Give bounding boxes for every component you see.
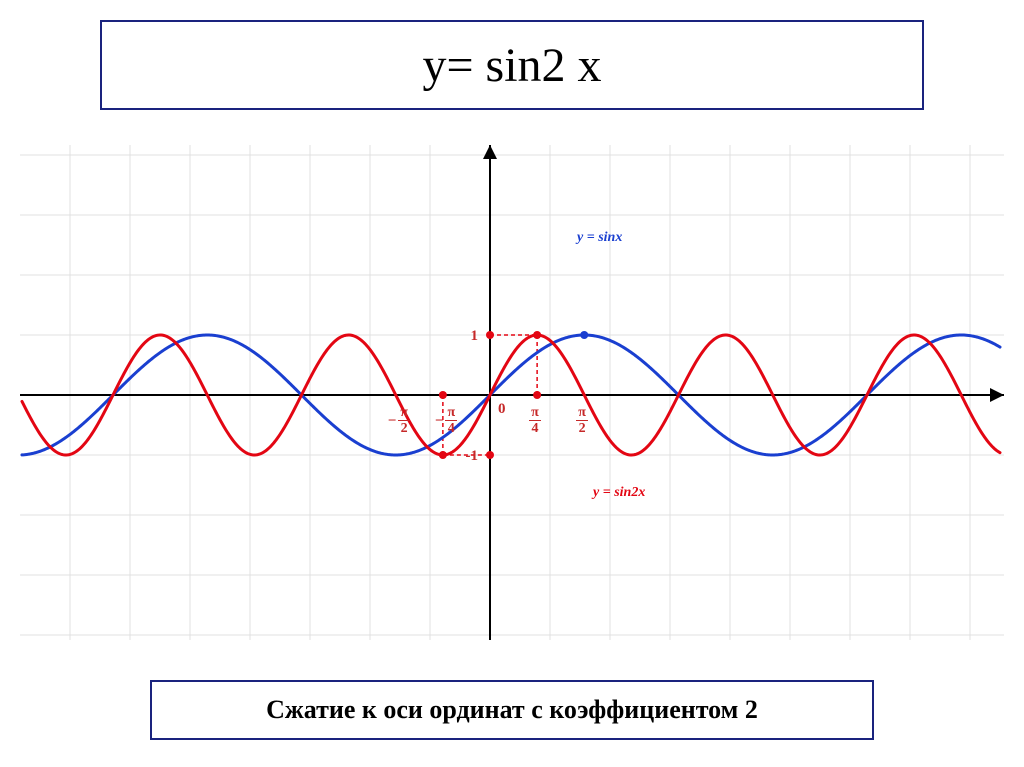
chart-area: 1 -1 0 −π2 −π4 π4 π2 y = sinx y = sin2x (20, 145, 1004, 640)
svg-text:-1: -1 (466, 448, 479, 464)
x-tick-label: π4 (529, 405, 541, 437)
caption-box: Сжатие к оси ординат с коэффициентом 2 (150, 680, 874, 740)
series-label-sinx: y = sinx (577, 230, 622, 246)
svg-text:1: 1 (471, 328, 479, 344)
caption-text: Сжатие к оси ординат с коэффициентом 2 (266, 695, 758, 725)
title-box: y= sin2 x (100, 20, 924, 110)
x-tick-label: π2 (576, 405, 588, 437)
series-label-sin2x: y = sin2x (593, 485, 645, 501)
svg-text:0: 0 (498, 401, 506, 417)
formula-title: y= sin2 x (422, 38, 601, 93)
x-tick-label: −π4 (435, 405, 457, 437)
chart-svg: 1 -1 0 (20, 145, 1004, 640)
x-tick-label: −π2 (388, 405, 410, 437)
